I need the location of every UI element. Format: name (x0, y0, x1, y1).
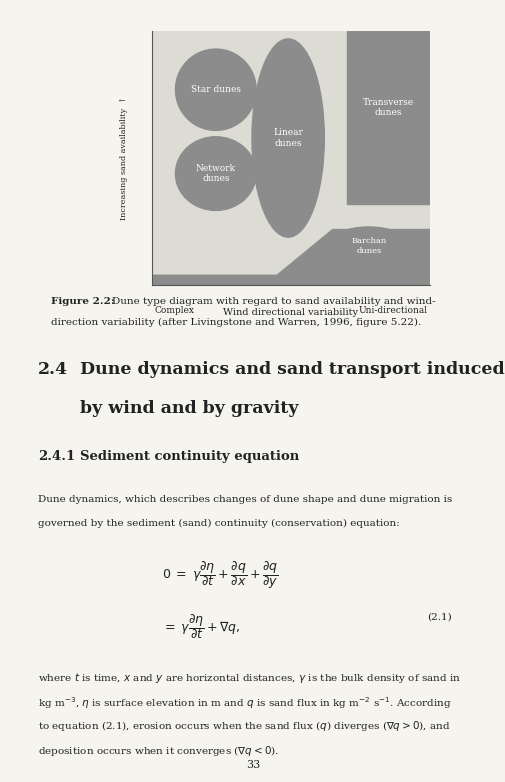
Text: kg m$^{-3}$, $\eta$ is surface elevation in m and $q$ is sand flux in kg m$^{-2}: kg m$^{-3}$, $\eta$ is surface elevation… (38, 695, 450, 711)
Text: Increasing sand availability  ↑: Increasing sand availability ↑ (120, 96, 128, 221)
X-axis label: Wind directional variability: Wind directional variability (223, 307, 358, 317)
Text: Uni-directional: Uni-directional (358, 306, 427, 315)
Text: Network
dunes: Network dunes (195, 164, 235, 183)
Text: governed by the sediment (sand) continuity (conservation) equation:: governed by the sediment (sand) continui… (38, 519, 399, 529)
Text: direction variability (after Livingstone and Warren, 1996, figure 5.22).: direction variability (after Livingstone… (50, 318, 420, 328)
Text: 33: 33 (245, 760, 260, 770)
Text: 2.4.1: 2.4.1 (38, 450, 75, 463)
Text: Linear
dunes: Linear dunes (273, 128, 302, 148)
Text: to equation (2.1), erosion occurs when the sand flux ($q$) diverges ($\nabla q >: to equation (2.1), erosion occurs when t… (38, 719, 450, 734)
Polygon shape (152, 229, 429, 285)
Ellipse shape (327, 227, 410, 265)
Ellipse shape (175, 49, 256, 131)
Text: deposition occurs when it converges ($\nabla q < 0$).: deposition occurs when it converges ($\n… (38, 744, 278, 758)
Text: Barchan
dunes: Barchan dunes (350, 238, 386, 255)
Text: Star dunes: Star dunes (190, 85, 240, 95)
Text: Figure 2.2:: Figure 2.2: (50, 297, 114, 307)
Polygon shape (346, 31, 429, 204)
Text: Dune type diagram with regard to sand availability and wind-: Dune type diagram with regard to sand av… (112, 297, 435, 307)
Text: Transverse
dunes: Transverse dunes (362, 98, 413, 117)
Text: (2.1): (2.1) (427, 612, 451, 622)
Text: by wind and by gravity: by wind and by gravity (80, 400, 298, 418)
Text: 2.4: 2.4 (38, 361, 68, 378)
Text: where $t$ is time, $x$ and $y$ are horizontal distances, $\gamma$ is the bulk de: where $t$ is time, $x$ and $y$ are horiz… (38, 671, 460, 685)
Text: Dune dynamics, which describes changes of dune shape and dune migration is: Dune dynamics, which describes changes o… (38, 495, 451, 504)
Ellipse shape (175, 137, 256, 210)
Text: Dune dynamics and sand transport induced: Dune dynamics and sand transport induced (80, 361, 503, 378)
Text: Sediment continuity equation: Sediment continuity equation (80, 450, 298, 463)
Ellipse shape (251, 39, 324, 237)
Text: Complex: Complex (155, 306, 194, 315)
Text: $= \; \gamma \dfrac{\partial \eta}{\partial t} + \nabla q,$: $= \; \gamma \dfrac{\partial \eta}{\part… (162, 612, 240, 641)
Text: $0 \;=\; \gamma \dfrac{\partial \eta}{\partial t} + \dfrac{\partial q}{\partial : $0 \;=\; \gamma \dfrac{\partial \eta}{\p… (162, 559, 278, 591)
